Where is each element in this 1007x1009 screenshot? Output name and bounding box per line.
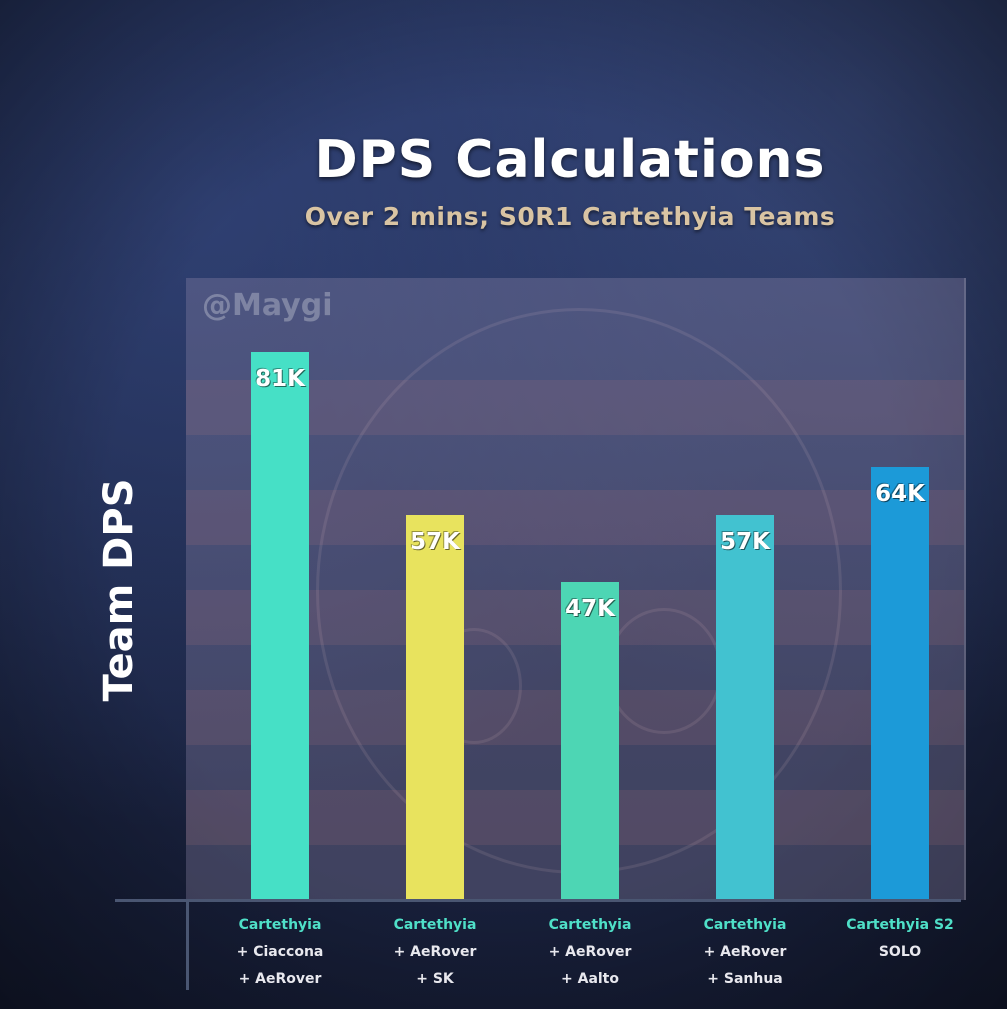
chart-subtitle: Over 2 mins; S0R1 Cartethyia Teams	[304, 202, 836, 231]
chart-title: DPS Calculations	[314, 130, 826, 190]
bar-5	[871, 467, 929, 900]
bar-2	[406, 514, 464, 900]
x-tick-line: Cartethyia	[703, 917, 787, 933]
bar-value-label-5: 64K	[875, 481, 925, 508]
bar-value-label-1: 81K	[255, 366, 305, 393]
bar-1	[251, 352, 309, 900]
bar-value-label-4: 57K	[720, 528, 770, 555]
background-art-eye	[606, 608, 722, 734]
x-tick-line: + AeRover	[393, 944, 477, 960]
x-tick-line: Cartethyia S2	[846, 917, 954, 933]
x-tick-line: SOLO	[878, 944, 922, 960]
x-tick-label-3: Cartethyia + AeRover + Aalto	[510, 912, 670, 993]
bar-3	[561, 582, 619, 900]
x-tick-line: + AeRover	[703, 944, 787, 960]
x-tick-line: Cartethyia	[238, 917, 322, 933]
bar-value-label-3: 47K	[565, 596, 615, 623]
watermark: @Maygi	[202, 288, 333, 323]
x-tick-line: Cartethyia	[548, 917, 632, 933]
x-tick-label-4: Cartethyia + AeRover + Sanhua	[665, 912, 825, 993]
y-axis-label: Team DPS	[96, 478, 142, 702]
x-tick-label-1: Cartethyia + Ciaccona + AeRover	[200, 912, 360, 993]
bar-value-label-2: 57K	[410, 528, 460, 555]
x-tick-label-5: Cartethyia S2 SOLO	[820, 912, 980, 966]
x-tick-label-2: Cartethyia + AeRover + SK	[355, 912, 515, 993]
x-axis-line	[115, 899, 961, 902]
bar-4	[716, 514, 774, 900]
y-axis-line	[186, 900, 189, 990]
x-tick-line: + AeRover	[238, 971, 322, 987]
x-tick-line: + Ciaccona	[236, 944, 324, 960]
x-tick-line: Cartethyia	[393, 917, 477, 933]
x-tick-line: + Aalto	[561, 971, 619, 987]
x-tick-line: + SK	[416, 971, 454, 987]
x-tick-line: + Sanhua	[707, 971, 783, 987]
x-tick-line: + AeRover	[548, 944, 632, 960]
